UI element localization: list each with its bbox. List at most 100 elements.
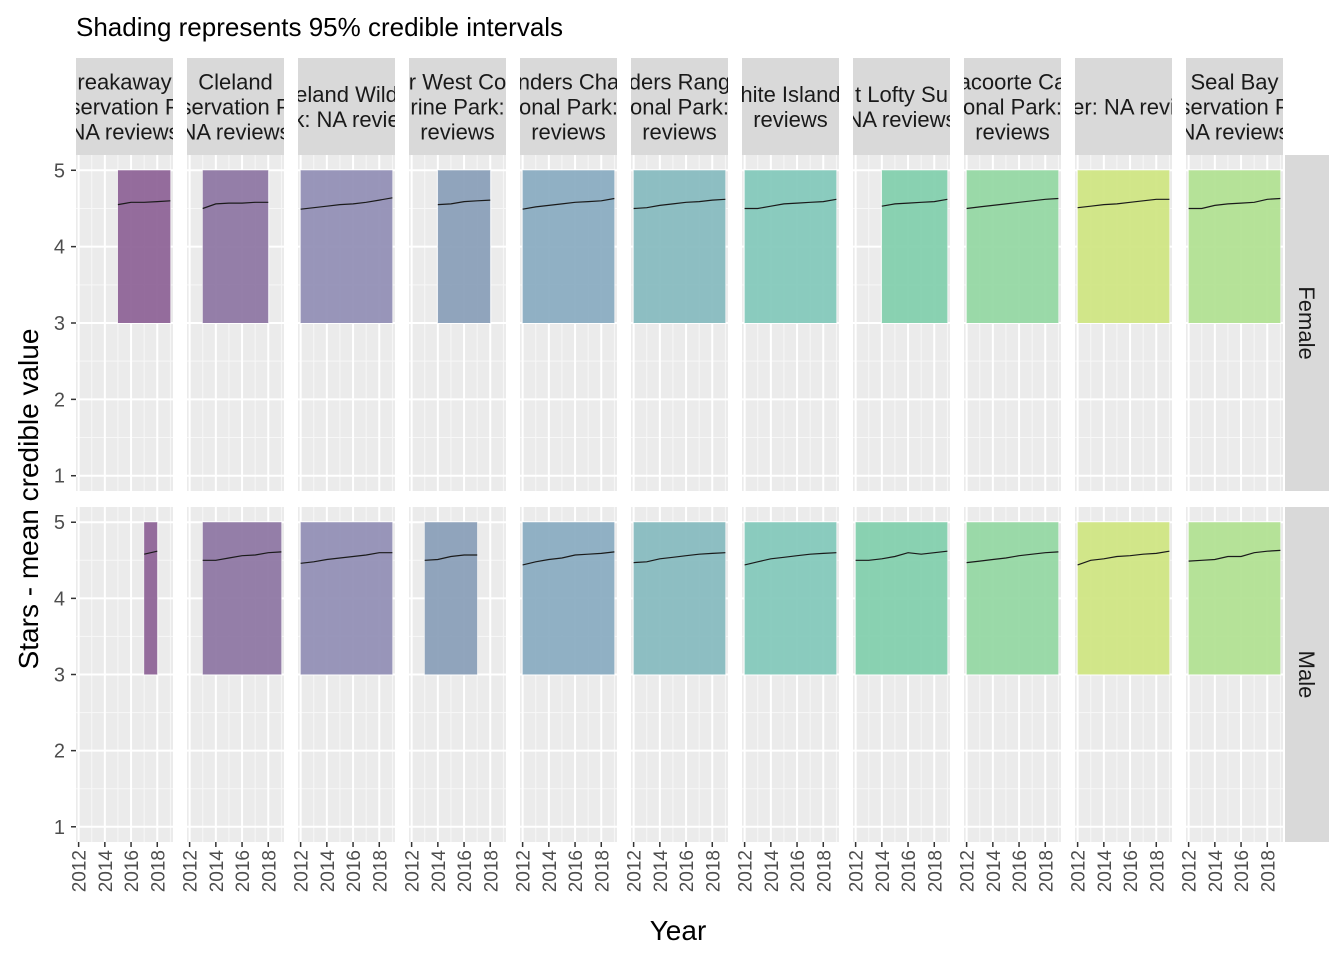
x-tick-label: 2018	[703, 850, 724, 892]
facet-strip-label: servation P	[1179, 95, 1289, 120]
facet-strip	[187, 58, 284, 155]
mean-line	[202, 201, 269, 210]
x-tick-label: 2014	[762, 850, 783, 893]
mean-line	[144, 550, 158, 555]
x-tick-label: 2012	[292, 850, 313, 892]
y-tick-label: 2	[54, 389, 65, 411]
credible-interval-band	[300, 170, 393, 323]
credible-interval-band	[117, 170, 171, 323]
x-tick-label: 2014	[96, 850, 117, 893]
x-tick-label: 2018	[148, 850, 169, 892]
chart-subtitle: Shading represents 95% credible interval…	[76, 12, 563, 42]
facet-strip-label: nders Cha	[518, 70, 620, 95]
y-tick-label: 4	[54, 588, 65, 610]
y-tick-label: 4	[54, 237, 65, 259]
x-tick-label: 2016	[122, 850, 143, 892]
facet-strip-label: rine Park:	[410, 95, 504, 120]
facet-strip-label: Seal Bay	[1190, 70, 1278, 95]
y-tick-label: 1	[54, 817, 65, 839]
x-tick-label: 2016	[1121, 850, 1142, 892]
x-tick-label: 2014	[984, 850, 1005, 893]
y-axis: 1 2 3 4 5 1 2 3 4 5	[54, 160, 76, 839]
facet-strip-label: onal Park:	[630, 95, 729, 120]
facet-strip	[1075, 58, 1172, 155]
x-tick-label: 2016	[677, 850, 698, 892]
y-axis-label: Stars - mean credible value	[13, 329, 44, 670]
mean-line	[855, 550, 948, 561]
credible-interval-band	[202, 522, 282, 675]
row-strip-label: Male	[1294, 651, 1319, 699]
facet-strip-label: Cleland	[198, 70, 273, 95]
x-tick-label: 2018	[1147, 850, 1168, 892]
credible-interval-band	[437, 170, 491, 323]
facet-strip-label: NA reviews	[69, 120, 179, 145]
x-tick-label: 2012	[514, 850, 535, 892]
facet-panel: er: NA revi 2012 2014 2016 2018	[1069, 58, 1175, 892]
mean-line	[1077, 198, 1170, 209]
facet-strip-label: NA reviews	[1179, 120, 1289, 145]
credible-interval-band	[881, 170, 948, 323]
facet-strip-label: NA reviews	[180, 120, 290, 145]
x-tick-label: 2014	[318, 850, 339, 893]
x-tick-label: 2012	[1180, 850, 1201, 892]
facet-strip-label: er: NA revi	[1072, 95, 1175, 120]
credible-interval-band	[966, 522, 1059, 675]
x-tick-label: 2018	[1036, 850, 1057, 892]
facet-strip-label: reviews	[420, 120, 495, 145]
facet-strip-label: reakaway	[77, 70, 171, 95]
facet-strip	[76, 58, 173, 155]
x-tick-label: 2014	[540, 850, 561, 893]
facet-strip-label: hite Island	[740, 82, 840, 107]
facet-strip-label: t Lofty Su	[855, 82, 948, 107]
x-tick-label: 2016	[233, 850, 254, 892]
facet-strip	[298, 58, 395, 155]
x-tick-label: 2018	[814, 850, 835, 892]
x-tick-label: 2012	[847, 850, 868, 892]
facet-strip-label: eland Wild	[295, 82, 398, 107]
x-tick-label: 2016	[899, 850, 920, 892]
facet-strip-label: servation P	[180, 95, 290, 120]
y-tick-label: 5	[54, 160, 65, 182]
credible-interval-band	[1188, 170, 1281, 323]
credible-interval-band	[744, 522, 837, 675]
mean-line	[522, 197, 615, 210]
x-tick-label: 2016	[566, 850, 587, 892]
row-strip	[1285, 507, 1329, 842]
x-tick-label: 2014	[873, 850, 894, 893]
mean-line	[744, 198, 837, 210]
x-tick-label: 2018	[370, 850, 391, 892]
mean-line	[966, 197, 1059, 210]
facet-strip-label: servation P	[69, 95, 179, 120]
x-tick-label: 2018	[1258, 850, 1279, 892]
credible-interval-band	[1077, 522, 1170, 675]
facet-strip-label: onal Park:	[963, 95, 1062, 120]
x-tick-label: 2016	[1010, 850, 1031, 892]
facet-strip	[520, 58, 617, 155]
x-tick-label: 2018	[259, 850, 280, 892]
credible-interval-band	[633, 522, 726, 675]
credible-interval-band	[1077, 170, 1170, 323]
x-tick-label: 2016	[344, 850, 365, 892]
facet-strip	[409, 58, 506, 155]
facet-strip	[964, 58, 1061, 155]
mean-line	[1188, 197, 1281, 210]
mean-line	[1077, 550, 1170, 566]
x-tick-label: 2018	[925, 850, 946, 892]
y-tick-label: 3	[54, 665, 65, 687]
mean-line	[881, 198, 948, 207]
mean-line	[424, 554, 478, 561]
mean-line	[966, 551, 1059, 564]
facet-strip-label: reviews	[642, 120, 717, 145]
row-strip	[1285, 155, 1329, 491]
